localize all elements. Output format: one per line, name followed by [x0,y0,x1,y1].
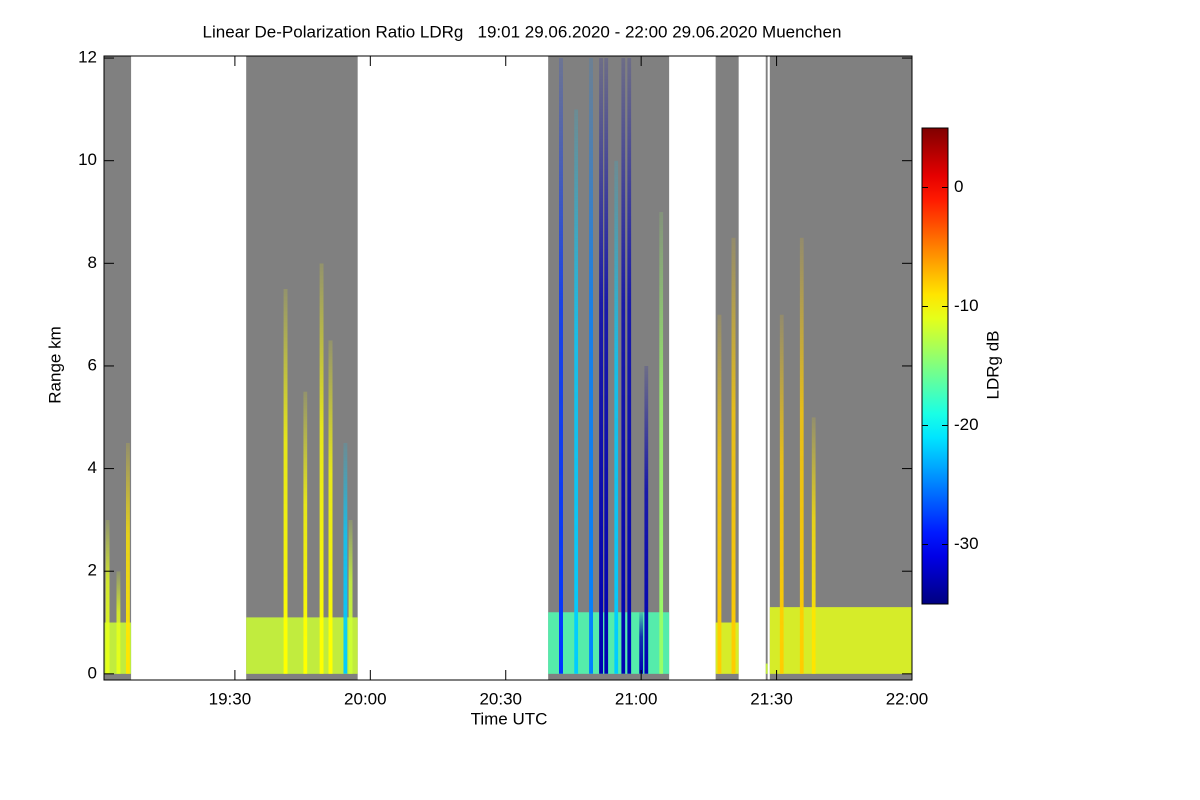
streak [811,417,816,674]
x-axis-label: Time UTC [471,709,548,728]
streak [614,160,619,674]
streak [604,58,609,674]
y-tick-label: 2 [88,561,97,580]
surface-layer [246,617,358,674]
axes: 19:30 20:00 20:30 21:00 21:30 22:00 0 2 4 6 8 10 12 0… [78,48,979,709]
y-tick-label: 6 [88,355,97,374]
data-period [246,56,358,680]
streak [348,519,353,674]
streak [283,288,288,674]
x-tick-label: 20:30 [479,689,522,708]
data-period [548,56,670,680]
y-tick-label: 10 [78,150,97,169]
surface-layer [548,612,670,674]
streak [328,340,333,674]
streak [621,58,626,674]
colorbar-tick-label: -30 [954,534,979,553]
data-period [769,56,912,680]
streak [639,612,644,674]
surface-layer [769,607,912,674]
streak [779,314,784,674]
x-tick-label: 22:00 [886,689,929,708]
x-tick-label: 19:30 [209,689,252,708]
streak [627,58,632,674]
x-tick-label: 21:30 [750,689,793,708]
streak [599,58,604,674]
streak [116,571,121,674]
colorbar-tick-label: -10 [954,296,979,315]
colorbar-tick-label: -20 [954,415,979,434]
streak [125,442,130,674]
chart-title: Linear De-Polarization Ratio LDRg 19:01 … [203,22,842,41]
y-tick-label: 0 [88,663,97,682]
streak [574,109,579,674]
colorbar-tick-label: 0 [954,177,963,196]
data-period [765,56,768,680]
plot-frame [103,55,913,681]
colorbar-label: LDRg dB [983,331,1002,400]
streak [105,519,110,674]
streak [343,442,348,674]
streak [589,58,594,674]
plot-area [104,56,912,680]
streak [659,212,664,674]
streak [558,58,563,674]
y-tick-label: 8 [88,253,97,272]
x-tick-label: 20:00 [344,689,387,708]
surface-layer [765,663,768,674]
streak [303,391,308,674]
streak [319,263,324,674]
x-tick-label: 21:00 [615,689,658,708]
streak [799,237,804,674]
streak [731,237,736,674]
y-tick-label: 12 [78,48,97,67]
y-tick-label: 4 [88,458,97,477]
y-axis-label: Range km [45,326,64,403]
streak [644,365,649,674]
streak [717,314,722,674]
colorbar [921,127,949,605]
